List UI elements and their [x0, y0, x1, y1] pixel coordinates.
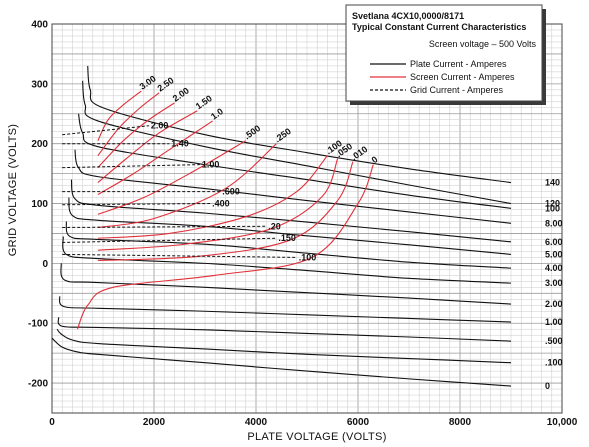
legend-label-grid-current: Grid Current - Amperes	[410, 85, 504, 95]
plot-frame	[51, 23, 563, 414]
plate-curve-label: 0	[545, 381, 550, 391]
screen-current-curve	[97, 90, 142, 141]
screen-current-curve	[97, 92, 160, 156]
plate-curve-label: 8.00	[545, 218, 563, 228]
legend-box	[345, 4, 543, 102]
plate-current-curve	[59, 296, 512, 323]
plate-curve-label: 4.00	[545, 263, 563, 273]
x-tick-label: 4000	[245, 417, 268, 428]
grid-curve-label: .150	[278, 233, 296, 243]
screen-curve-label: 0	[370, 154, 380, 165]
grid-curve-label: 1.40	[171, 139, 189, 149]
x-tick-label: 0	[49, 417, 55, 428]
chart-title: Svetlana 4CX10,0000/8171	[352, 11, 464, 21]
plate-current-curve	[62, 236, 512, 284]
plate-curve-label: 2.00	[545, 299, 563, 309]
chart-condition: Screen voltage – 500 Volts	[429, 39, 537, 49]
y-axis-title: GRID VOLTAGE (VOLTS)	[7, 124, 19, 257]
x-tick-label: 8000	[449, 417, 472, 428]
plate-current-curve	[56, 328, 512, 364]
grid-curve-label: .400	[212, 199, 230, 209]
y-tick-label: 100	[31, 199, 48, 210]
plate-curve-label: 140	[545, 178, 560, 188]
y-tick-label: 300	[31, 79, 48, 90]
x-axis-title: PLATE VOLTAGE (VOLTS)	[247, 431, 386, 443]
plate-curve-label: 6.00	[545, 237, 563, 247]
screen-current-curve	[97, 110, 198, 184]
grid-curve-label: .20	[268, 221, 281, 231]
grid-curve-label: 2.00	[151, 121, 169, 131]
x-tick-label: 6000	[347, 417, 370, 428]
plate-current-curve	[77, 113, 512, 209]
plate-current-curve	[57, 317, 512, 342]
y-tick-label: 0	[42, 259, 48, 270]
plate-curve-label: 100	[545, 203, 560, 213]
plate-current-curve	[70, 179, 512, 243]
plate-current-curve	[65, 221, 512, 269]
x-tick-label: 10,000	[547, 417, 578, 428]
screen-current-curve	[97, 161, 354, 261]
grid-curve-label: .100	[299, 252, 317, 262]
legend: Svetlana 4CX10,0000/8171 Typical Constan…	[345, 4, 546, 105]
legend-label-plate: Plate Current - Amperes	[410, 59, 507, 69]
y-tick-label: 400	[31, 20, 48, 31]
plate-current-curve	[87, 65, 512, 184]
y-tick-label: 200	[31, 139, 48, 150]
screen-current-curve	[76, 164, 374, 330]
plate-current-curve	[60, 263, 512, 305]
plate-curve-label: .500	[545, 336, 563, 346]
y-tick-label: -200	[28, 379, 48, 390]
screen-current-curve	[97, 120, 213, 196]
chart-subtitle: Typical Constant Current Characteristics	[352, 22, 526, 32]
grid-curve-label: .600	[222, 187, 240, 197]
plate-curve-label: 3.00	[545, 278, 563, 288]
plate-curve-label: 120	[545, 199, 560, 209]
grid-current-curve	[62, 237, 277, 243]
axis-layer: 0 2000 4000 6000 8000 10,000-200-100010020030…	[28, 20, 578, 429]
plate-current-curve	[74, 149, 512, 224]
plate-curve-label: 5.00	[545, 249, 563, 259]
grid-current-curve	[62, 253, 297, 258]
screen-current-curve	[97, 155, 328, 239]
plate-current-curve	[51, 337, 512, 387]
grid-current-curve	[62, 125, 149, 136]
grid-curve-label: 1.00	[202, 160, 220, 170]
plate-curve-label: .100	[545, 358, 563, 368]
plate-current-curve	[68, 197, 512, 255]
plate-current-curve	[82, 80, 512, 205]
y-tick-label: -100	[28, 319, 48, 330]
screen-current-curve	[97, 158, 339, 251]
grid-current-curve	[62, 164, 200, 169]
screen-current-curve	[97, 102, 175, 169]
screen-current-curve	[97, 140, 247, 215]
x-tick-label: 2000	[143, 417, 166, 428]
grid-current-curve	[62, 225, 267, 228]
legend-label-screen: Screen Current - Amperes	[410, 72, 515, 82]
plate-curve-label: 1.00	[545, 317, 563, 327]
